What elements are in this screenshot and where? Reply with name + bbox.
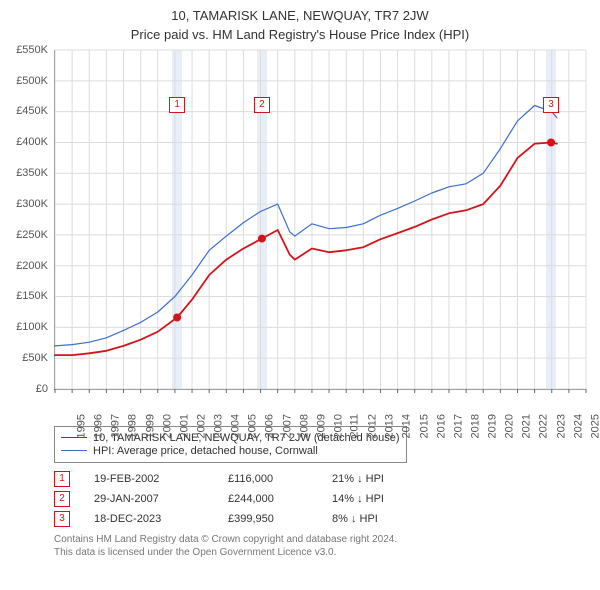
y-tick-label: £50K [22, 352, 48, 364]
page-subtitle: Price paid vs. HM Land Registry's House … [10, 27, 590, 44]
x-tick-label: 2021 [521, 414, 533, 438]
x-tick-label: 2004 [230, 414, 242, 438]
chart-plot: 1 2 3 [54, 50, 586, 390]
sales-row: 2 29-JAN-2007 £244,000 14% ↓ HPI [54, 491, 590, 507]
y-tick-label: £500K [16, 75, 48, 87]
sales-row-diff: 21% ↓ HPI [332, 473, 422, 485]
footnote-line-1: Contains HM Land Registry data © Crown c… [54, 533, 590, 546]
x-tick-label: 2009 [315, 414, 327, 438]
legend-swatch-hpi [61, 450, 87, 451]
y-tick-label: £250K [16, 229, 48, 241]
x-tick-label: 2019 [487, 414, 499, 438]
sales-table: 1 19-FEB-2002 £116,000 21% ↓ HPI 2 29-JAN-200… [54, 471, 590, 527]
x-tick-label: 2010 [332, 414, 344, 438]
chart-svg [55, 50, 586, 389]
sales-row-price: £116,000 [228, 473, 308, 485]
y-tick-label: £450K [16, 105, 48, 117]
y-tick-label: £150K [16, 290, 48, 302]
y-tick-label: £300K [16, 198, 48, 210]
x-tick-label: 2015 [418, 414, 430, 438]
x-tick-label: 2022 [538, 414, 550, 438]
x-tick-label: 2023 [555, 414, 567, 438]
x-tick-label: 1998 [127, 414, 139, 438]
sale-marker-box: 3 [543, 97, 559, 113]
y-tick-label: £350K [16, 167, 48, 179]
sales-row-diff: 8% ↓ HPI [332, 513, 422, 525]
x-tick-label: 2020 [504, 414, 516, 438]
sale-marker-box: 1 [169, 97, 185, 113]
footnote-line-2: This data is licensed under the Open Gov… [54, 546, 590, 559]
x-tick-label: 1997 [110, 414, 122, 438]
x-tick-label: 2013 [384, 414, 396, 438]
x-tick-label: 2024 [572, 414, 584, 438]
x-tick-label: 2001 [178, 414, 190, 438]
y-axis-labels: £0£50K£100K£150K£200K£250K£300K£350K£400… [10, 50, 50, 389]
legend-row-hpi: HPI: Average price, detached house, Corn… [61, 445, 400, 457]
sales-row-marker: 3 [54, 511, 70, 527]
sales-row-price: £244,000 [228, 493, 308, 505]
x-tick-label: 2014 [401, 414, 413, 438]
x-tick-label: 1995 [75, 414, 87, 438]
x-tick-label: 2017 [452, 414, 464, 438]
sales-row: 1 19-FEB-2002 £116,000 21% ↓ HPI [54, 471, 590, 487]
y-tick-label: £400K [16, 136, 48, 148]
x-tick-label: 2011 [349, 414, 361, 438]
chart-area: £0 £50K £100K £150K £200K £250K £300K £350K £400… [10, 50, 590, 420]
page-container: 10, TAMARISK LANE, NEWQUAY, TR7 2JW Pric… [0, 0, 600, 590]
x-tick-label: 1999 [144, 414, 156, 438]
x-tick-label: 2016 [435, 414, 447, 438]
x-tick-label: 2003 [213, 414, 225, 438]
x-tick-label: 2006 [264, 414, 276, 438]
sales-row-date: 19-FEB-2002 [94, 473, 204, 485]
footnote: Contains HM Land Registry data © Crown c… [54, 533, 590, 559]
x-tick-label: 2002 [195, 414, 207, 438]
sales-row-marker: 2 [54, 491, 70, 507]
x-tick-label: 1996 [93, 414, 105, 438]
x-tick-label: 2000 [161, 414, 173, 438]
x-tick-label: 2025 [589, 414, 600, 438]
sales-row-marker: 1 [54, 471, 70, 487]
y-tick-label: £200K [16, 260, 48, 272]
x-tick-label: 2008 [298, 414, 310, 438]
sale-marker-box: 2 [254, 97, 270, 113]
y-tick-label: £0 [36, 383, 48, 395]
x-tick-label: 2018 [469, 414, 481, 438]
page-title: 10, TAMARISK LANE, NEWQUAY, TR7 2JW [10, 8, 590, 25]
sales-row: 3 18-DEC-2023 £399,950 8% ↓ HPI [54, 511, 590, 527]
x-axis-labels: 1995199619971998199920002001200220032004… [54, 390, 586, 420]
y-tick-label: £100K [16, 321, 48, 333]
y-tick-label: £550K [16, 44, 48, 56]
sales-row-price: £399,950 [228, 513, 308, 525]
x-tick-label: 2012 [367, 414, 379, 438]
sales-row-diff: 14% ↓ HPI [332, 493, 422, 505]
sales-row-date: 29-JAN-2007 [94, 493, 204, 505]
sales-row-date: 18-DEC-2023 [94, 513, 204, 525]
x-tick-label: 2007 [281, 414, 293, 438]
legend-label-hpi: HPI: Average price, detached house, Corn… [93, 445, 318, 457]
x-tick-label: 2005 [247, 414, 259, 438]
